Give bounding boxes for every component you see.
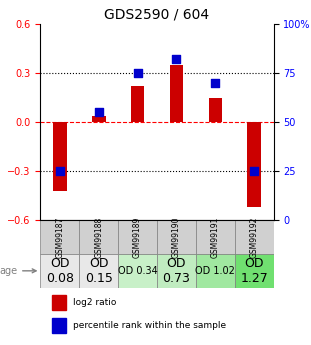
Bar [209,98,222,122]
FancyBboxPatch shape [79,220,118,254]
Bar [52,318,66,333]
Point [174,57,179,62]
FancyBboxPatch shape [235,220,274,254]
Text: GSM99191: GSM99191 [211,217,220,258]
FancyBboxPatch shape [40,220,79,254]
Bar [131,86,144,122]
Bar [52,295,66,310]
Bar [53,122,67,191]
Title: GDS2590 / 604: GDS2590 / 604 [104,8,210,22]
Text: GSM99189: GSM99189 [133,217,142,258]
Point [135,70,140,76]
Text: OD 1.02: OD 1.02 [195,266,235,276]
Text: GSM99192: GSM99192 [250,217,259,258]
FancyBboxPatch shape [40,254,79,288]
Text: OD
1.27: OD 1.27 [240,257,268,285]
Text: age: age [0,266,36,276]
FancyBboxPatch shape [79,254,118,288]
FancyBboxPatch shape [157,254,196,288]
Text: OD 0.34: OD 0.34 [118,266,157,276]
Text: log2 ratio: log2 ratio [73,298,116,307]
Point [57,169,62,174]
Text: OD
0.73: OD 0.73 [163,257,190,285]
Bar [248,122,261,207]
FancyBboxPatch shape [118,254,157,288]
Text: OD
0.08: OD 0.08 [46,257,74,285]
Text: OD
0.15: OD 0.15 [85,257,113,285]
Text: GSM99190: GSM99190 [172,216,181,258]
FancyBboxPatch shape [196,220,235,254]
Point [213,80,218,86]
Text: GSM99187: GSM99187 [55,217,64,258]
FancyBboxPatch shape [118,220,157,254]
Point [252,169,257,174]
Bar [170,65,183,122]
Point [96,110,101,115]
Text: percentile rank within the sample: percentile rank within the sample [73,321,226,330]
FancyBboxPatch shape [235,254,274,288]
Text: GSM99188: GSM99188 [94,217,103,258]
FancyBboxPatch shape [157,220,196,254]
Bar [92,116,105,122]
FancyBboxPatch shape [196,254,235,288]
